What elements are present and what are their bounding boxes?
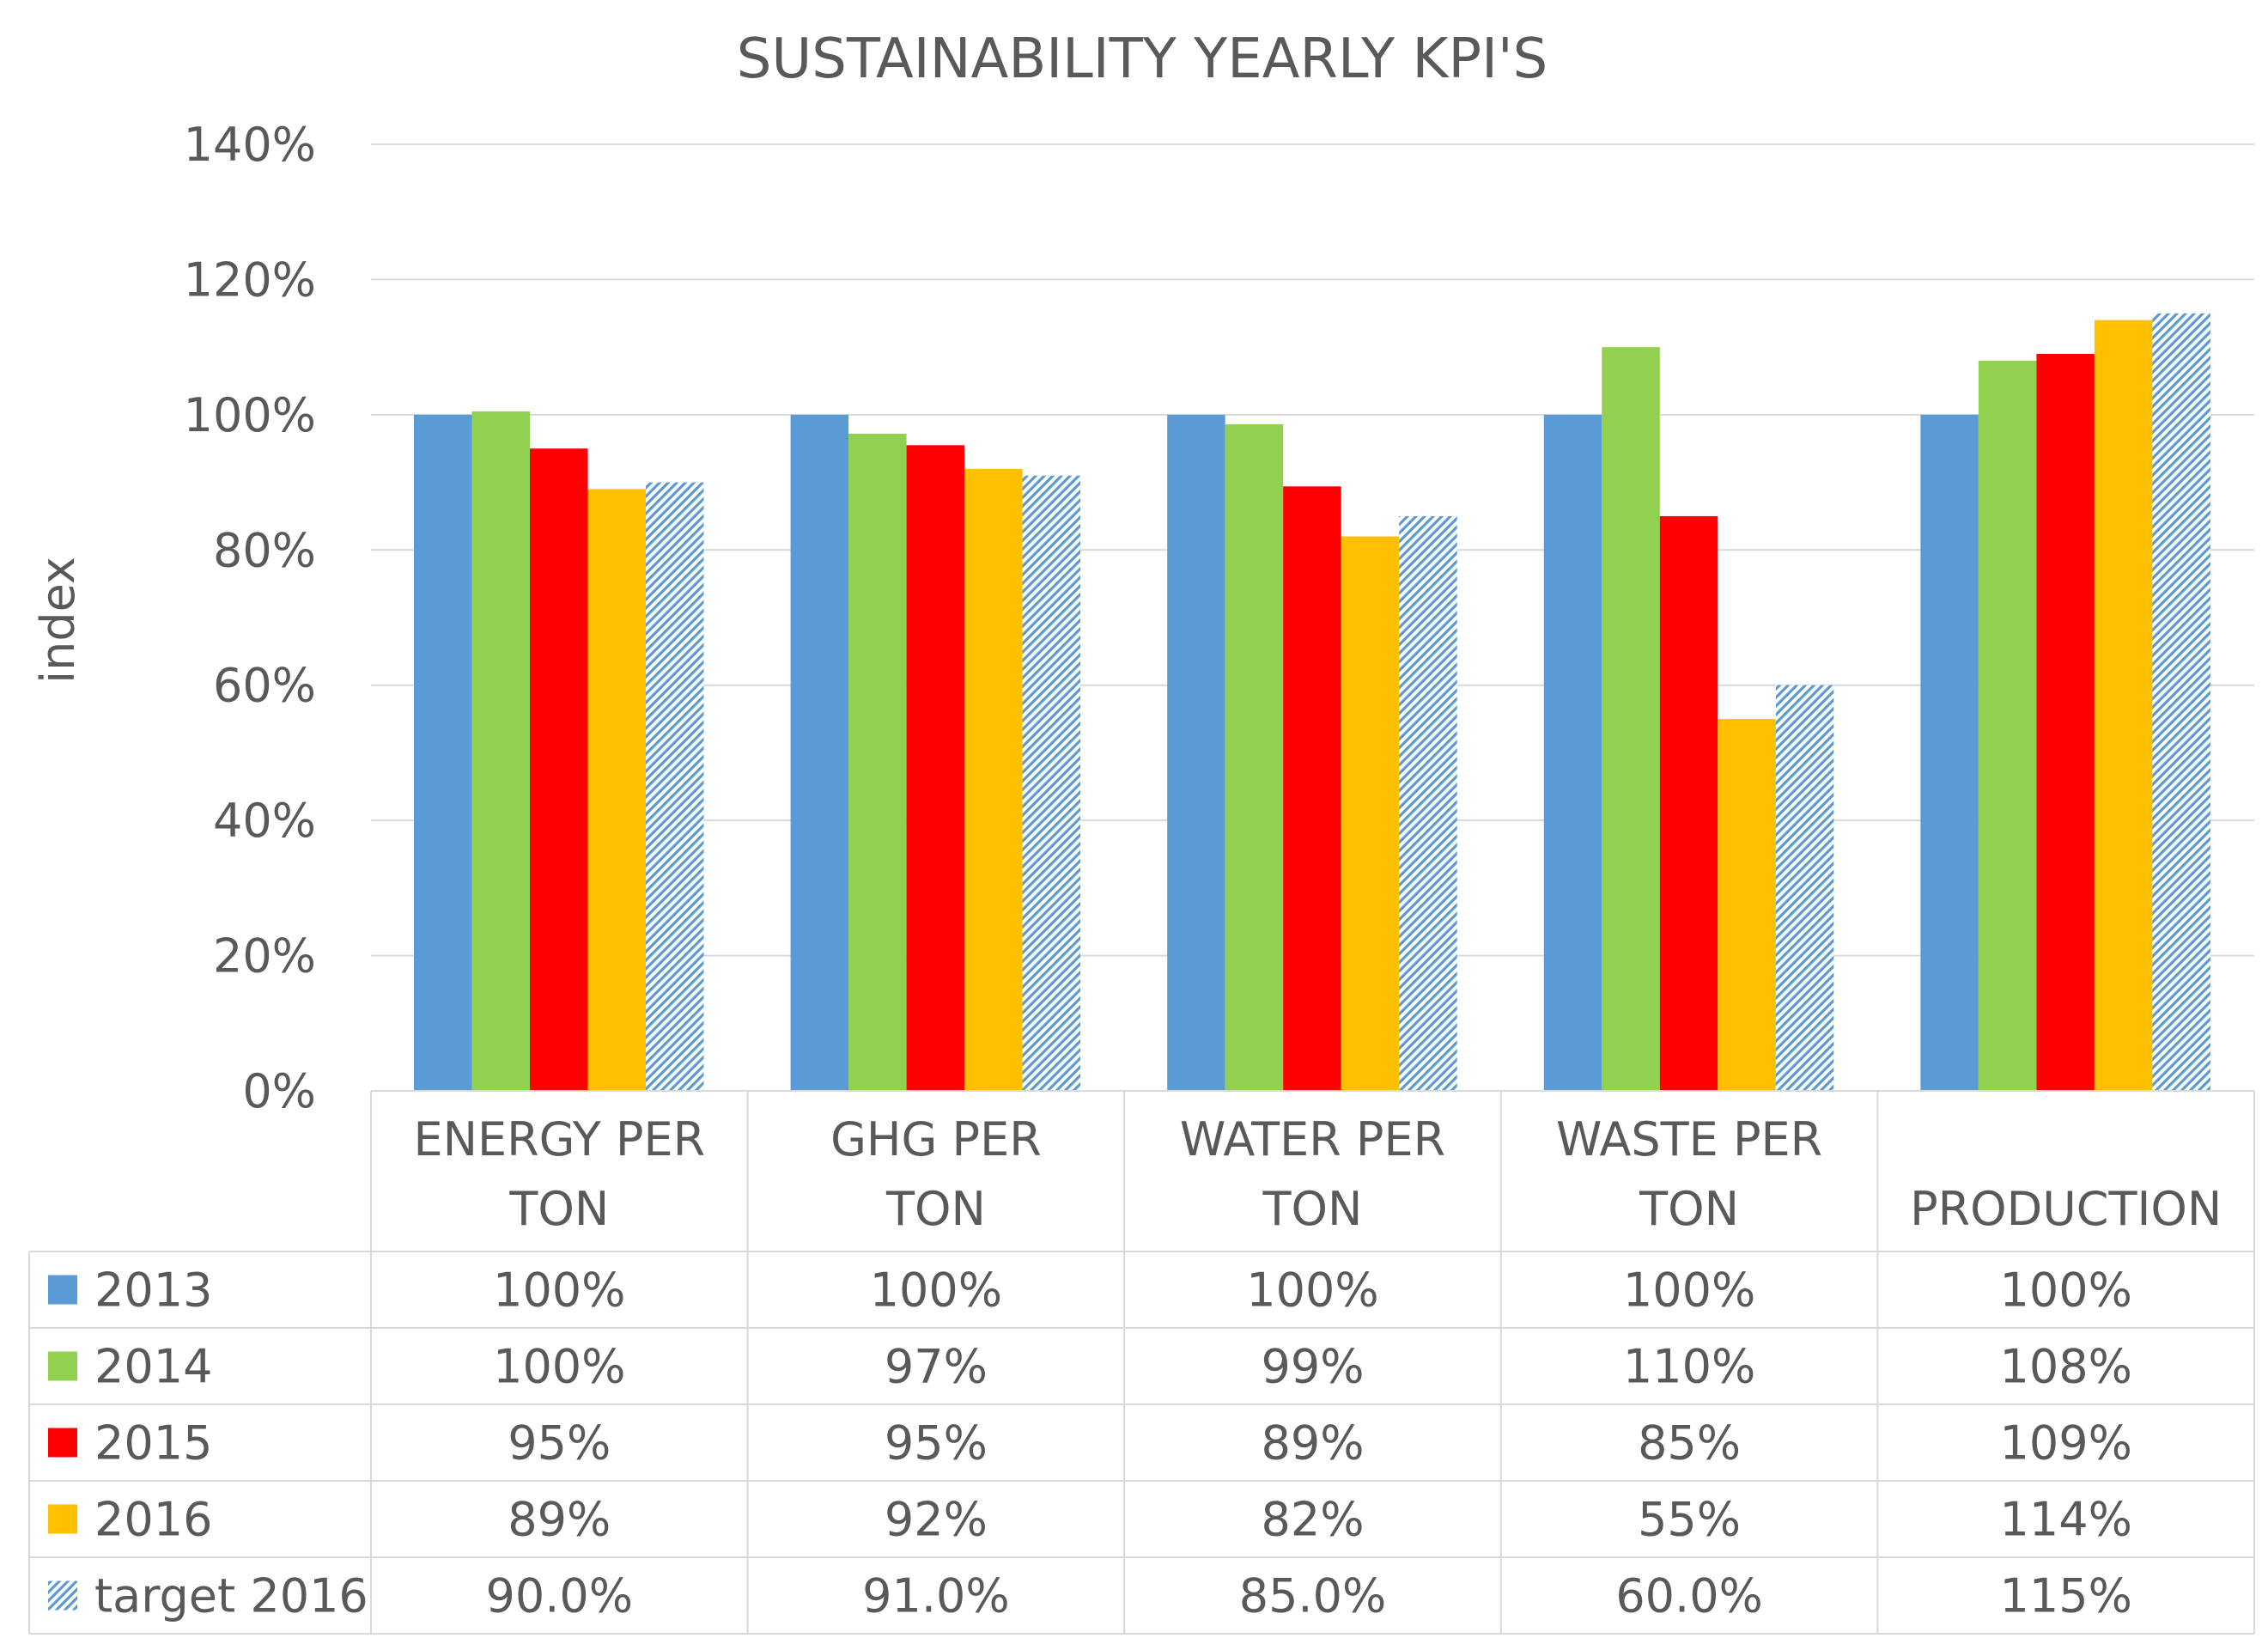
table-cell-value: 100% [870,1264,1002,1318]
bar-2015-0 [530,448,588,1091]
category-label: TON [508,1182,609,1236]
table-cell-value: 55% [1638,1493,1741,1547]
legend-key-target-2016 [48,1580,77,1611]
bar-2016-1 [964,468,1023,1091]
table-cell-value: 115% [2000,1569,2132,1623]
table-cell-value: 89% [1261,1416,1364,1471]
category-label: TON [1262,1182,1363,1236]
table-cell-value: 109% [2000,1416,2132,1471]
bar-2014-4 [1978,360,2037,1091]
table-cell-value: 100% [1623,1264,1755,1318]
y-axis-ticks: 0% 20% 40% 60% 80% 100% 120% 140% [184,118,316,1118]
table-cell-value: 110% [1623,1340,1755,1394]
y-tick-label: 140% [184,118,316,172]
table-cell-value: 91.0% [862,1569,1010,1623]
bar-target-2016-1 [1022,475,1081,1091]
table-cell-value: 89% [508,1493,611,1547]
category-label: WASTE PER [1556,1112,1822,1166]
bar-target-2016-4 [2152,313,2210,1091]
bar-2013-1 [790,414,849,1091]
table-cell-value: 92% [885,1493,988,1547]
table-cell-value: 100% [1246,1264,1378,1318]
table-cell-value: 95% [508,1416,611,1471]
y-tick-label: 60% [213,659,316,713]
bar-2015-4 [2036,354,2095,1091]
table-cell-value: 108% [2000,1340,2132,1394]
y-tick-label: 80% [213,523,316,577]
bar-target-2016-3 [1775,685,1834,1091]
table-cell-value: 100% [493,1340,625,1394]
bar-2014-3 [1602,347,1660,1092]
legend-label: target 2016 [94,1569,368,1623]
y-tick-label: 120% [184,253,316,307]
table-cell-value: 97% [885,1340,988,1394]
table-cell-value: 85.0% [1239,1569,1387,1623]
category-label: PRODUCTION [1910,1182,2222,1236]
legend-label: 2016 [94,1493,212,1547]
bar-2015-2 [1283,486,1341,1091]
legend-label: 2013 [94,1264,212,1318]
bar-2013-4 [1920,414,1979,1091]
legend-label: 2015 [94,1416,212,1471]
bar-2015-3 [1659,515,1718,1091]
category-label: TON [1639,1182,1739,1236]
bar-2015-1 [906,445,965,1091]
y-tick-label: 20% [213,929,316,983]
legend-label: 2014 [94,1340,212,1394]
bar-2014-2 [1225,423,1284,1091]
table-cell-value: 100% [493,1264,625,1318]
bar-2016-0 [587,489,646,1091]
bar-2016-4 [2094,320,2153,1092]
y-tick-label: 40% [213,794,316,848]
y-tick-label: 100% [184,388,316,442]
legend-key-2014 [48,1351,77,1381]
bar-2016-2 [1341,536,1400,1091]
bars [414,313,2210,1092]
table-cell-value: 82% [1261,1493,1364,1547]
y-axis-label: index [31,557,85,684]
bar-2013-0 [414,414,472,1091]
table-cell-value: 99% [1261,1340,1364,1394]
table-cell-value: 100% [2000,1264,2132,1318]
table-cell-value: 90.0% [486,1569,634,1623]
bar-2016-3 [1718,719,1776,1091]
category-label: ENERGY PER [413,1112,705,1166]
category-label: GHG PER [830,1112,1042,1166]
table-cell-value: 95% [885,1416,988,1471]
legend-key-2015 [48,1428,77,1458]
legend-key-2016 [48,1504,77,1534]
bar-target-2016-0 [646,482,704,1091]
table-cell-value: 60.0% [1615,1569,1763,1623]
bar-2013-2 [1167,414,1225,1091]
category-label: TON [885,1182,986,1236]
category-label: WATER PER [1180,1112,1445,1166]
bar-2013-3 [1543,414,1602,1091]
table-cell-value: 114% [2000,1493,2132,1547]
bar-target-2016-2 [1399,515,1457,1091]
data-table: ENERGY PER TON GHG PER TON WATER PER TON WASTE… [28,1090,2255,1635]
bar-2014-1 [848,433,907,1091]
chart-title: SUSTAINABILITY YEARLY KPI'S [737,27,1547,91]
legend-key-2013 [48,1275,77,1305]
table-cell-value: 85% [1638,1416,1741,1471]
bar-2014-0 [471,411,530,1092]
y-tick-label: 0% [242,1064,316,1118]
